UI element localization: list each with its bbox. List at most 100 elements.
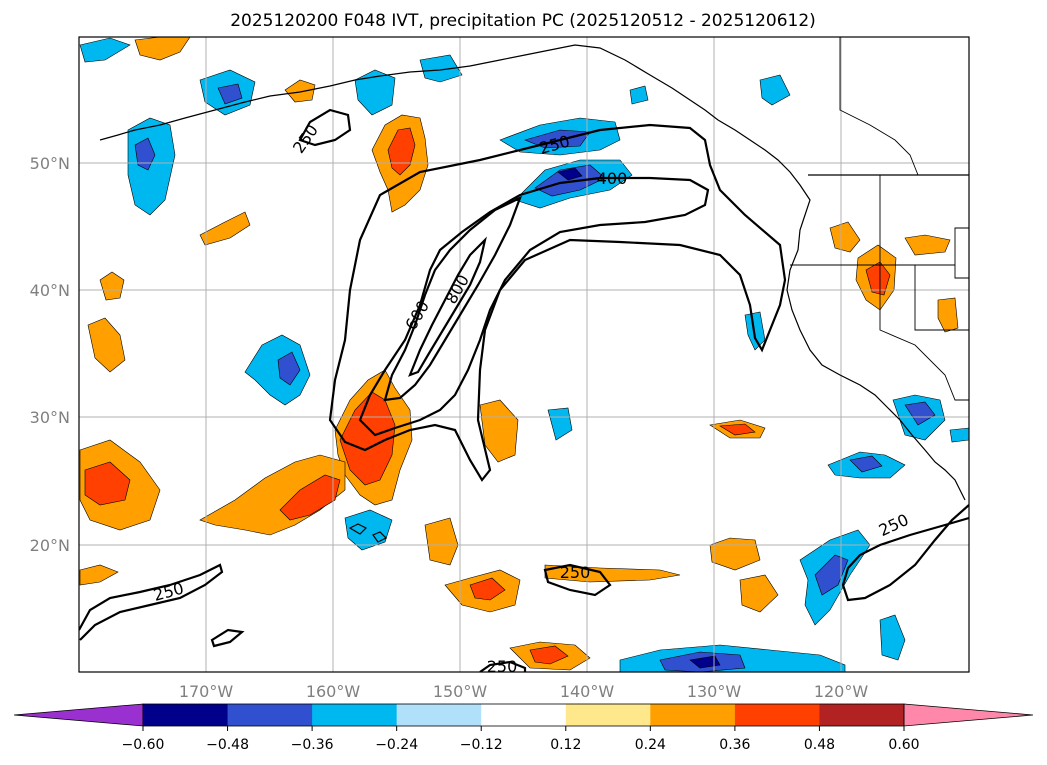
precip-negative-core <box>277 351 301 386</box>
colorbar-tick-label: 0.60 <box>888 737 919 753</box>
precip-negative-area <box>759 74 791 106</box>
colorbar-tick-label: −0.24 <box>375 737 418 753</box>
precip-negative-area <box>354 69 396 116</box>
precip-positive-area <box>199 211 251 246</box>
colorbar-segment <box>565 704 651 726</box>
lat-label-20n: 20°N <box>30 536 70 555</box>
colorbar-segment <box>396 704 482 726</box>
contour-label-400: 400 <box>597 169 628 188</box>
lon-label-140w: 140°W <box>560 682 615 701</box>
latitude-labels: 50°N 40°N 30°N 20°N <box>30 154 70 555</box>
precip-negative-core <box>849 455 883 473</box>
colorbar-segment <box>819 704 905 726</box>
precip-positive-core <box>719 423 756 436</box>
ivt-contours <box>79 108 969 672</box>
precip-positive-core <box>469 577 506 601</box>
lat-label-30n: 30°N <box>30 408 70 427</box>
contour-label-250: 250 <box>560 563 591 582</box>
state-border <box>914 265 969 331</box>
precip-positive-area <box>709 537 761 571</box>
figure-title: 2025120200 F048 IVT, precipitation PC (2… <box>230 11 816 31</box>
ivt-contour-250 <box>328 123 787 482</box>
precip-ar-core <box>339 391 396 486</box>
colorbar-tick-label: 0.12 <box>550 737 581 753</box>
colorbar-outline <box>142 703 905 727</box>
colorbar-tick-label: −0.60 <box>122 737 165 753</box>
colorbar: −0.60 −0.48 −0.36 −0.24 −0.12 0.12 0.24 0.36 0.4… <box>13 703 1034 753</box>
precip-positive-area <box>829 221 861 253</box>
province-border <box>839 37 919 176</box>
north-america-coast <box>469 44 966 501</box>
longitude-labels: 170°W 160°W 150°W 140°W 130°W 120°W <box>179 682 869 701</box>
lon-label-160w: 160°W <box>306 682 361 701</box>
precip-positive-area <box>739 574 779 613</box>
precip-negative-area <box>547 407 573 441</box>
state-border <box>879 265 969 401</box>
ivt-contour-400 <box>358 176 710 437</box>
contour-label-250: 250 <box>487 657 518 676</box>
lat-label-40n: 40°N <box>30 281 70 300</box>
coastlines <box>99 44 969 543</box>
ivt-contour-250 <box>479 660 527 672</box>
colorbar-extend-high <box>903 703 1034 727</box>
colorbar-segment <box>227 704 313 726</box>
precip-positive-area <box>79 564 119 586</box>
state-border <box>954 227 969 279</box>
precip-positive-area <box>87 317 126 373</box>
precip-negative-area <box>419 54 463 83</box>
map-frame <box>78 36 970 673</box>
ivt-contour-600 <box>383 195 522 402</box>
precip-ar-core <box>279 474 341 521</box>
colorbar-segment <box>143 704 229 726</box>
colorbar-segment <box>312 704 398 726</box>
lon-label-130w: 130°W <box>687 682 742 701</box>
colorbar-segment <box>734 704 820 726</box>
precip-blobs <box>79 37 969 672</box>
precip-positive-area <box>99 271 125 301</box>
precip-negative-core <box>524 129 591 149</box>
precip-positive-area <box>544 564 681 583</box>
ivt-contour-250 <box>543 563 612 597</box>
hawaii-islands <box>348 523 388 543</box>
colorbar-tick-label: −0.36 <box>291 737 334 753</box>
precip-negative-peak <box>689 655 721 669</box>
precip-positive-area <box>904 234 951 256</box>
precip-positive-area <box>284 79 316 103</box>
ivt-contour-250 <box>298 108 352 147</box>
precip-positive-area <box>134 37 191 61</box>
colorbar-tick-label: −0.12 <box>460 737 503 753</box>
precip-negative-core <box>217 83 243 105</box>
colorbar-tick-label: 0.48 <box>804 737 835 753</box>
state-borders <box>790 37 969 401</box>
colorbar-tick-label: 0.24 <box>635 737 666 753</box>
colorbar-tick-label: −0.48 <box>206 737 249 753</box>
precip-negative-area <box>79 37 131 63</box>
precip-negative-peak <box>557 167 583 181</box>
ivt-contour-800 <box>408 236 487 377</box>
precip-positive-core <box>529 645 569 665</box>
precip-positive-area <box>424 517 459 566</box>
colorbar-extend-low <box>13 703 144 727</box>
precip-negative-core <box>814 554 849 596</box>
ivt-contour-250 <box>841 504 969 602</box>
precip-negative-area <box>244 334 311 406</box>
colorbar-segment <box>650 704 736 726</box>
precip-negative-area <box>949 427 969 443</box>
map-gridlines <box>79 37 969 672</box>
lat-label-50n: 50°N <box>30 154 70 173</box>
precip-negative-area <box>879 614 906 661</box>
precip-positive-core <box>865 261 891 296</box>
lon-label-170w: 170°W <box>179 682 234 701</box>
precip-negative-core <box>904 401 936 426</box>
ivt-contour-250 <box>79 563 224 641</box>
colorbar-segment <box>481 704 567 726</box>
precip-negative-area <box>629 85 649 105</box>
aleutian-chain <box>99 65 471 141</box>
lon-label-150w: 150°W <box>433 682 488 701</box>
colorbar-tick-label: 0.36 <box>719 737 750 753</box>
precip-negative-area <box>344 509 393 551</box>
ivt-contour-250 <box>210 628 245 648</box>
lon-label-120w: 120°W <box>814 682 869 701</box>
precip-positive-core <box>84 461 131 506</box>
